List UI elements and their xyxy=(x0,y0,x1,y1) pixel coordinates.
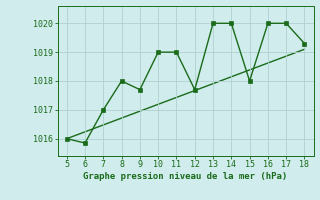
X-axis label: Graphe pression niveau de la mer (hPa): Graphe pression niveau de la mer (hPa) xyxy=(84,172,288,181)
